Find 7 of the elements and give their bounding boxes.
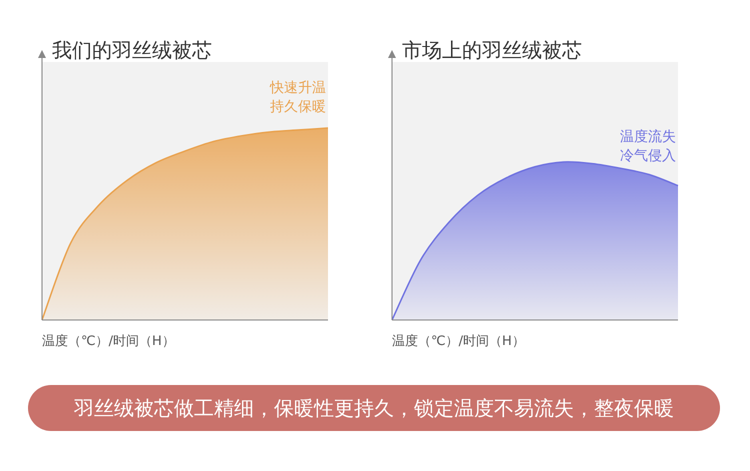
x-axis-title: 温度（℃）/时间（H） <box>42 333 175 349</box>
text: 羽丝绒被芯做工精细，保暖性更持久，锁定温度不易流失，整夜保暖 <box>73 396 674 420</box>
chart-title: 我们的羽丝绒被芯 <box>52 38 212 62</box>
x-axis-title: 温度（℃）/时间（H） <box>392 333 525 349</box>
chart-title: 市场上的羽丝绒被芯 <box>402 38 582 62</box>
text: 快速升温持久保暖 <box>269 80 326 115</box>
annotation: 温度流失冷气侵入 <box>620 129 676 164</box>
